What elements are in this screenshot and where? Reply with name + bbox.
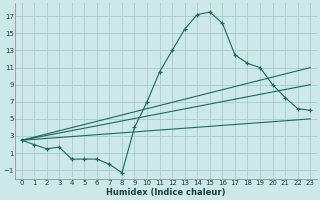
X-axis label: Humidex (Indice chaleur): Humidex (Indice chaleur) [106, 188, 226, 197]
